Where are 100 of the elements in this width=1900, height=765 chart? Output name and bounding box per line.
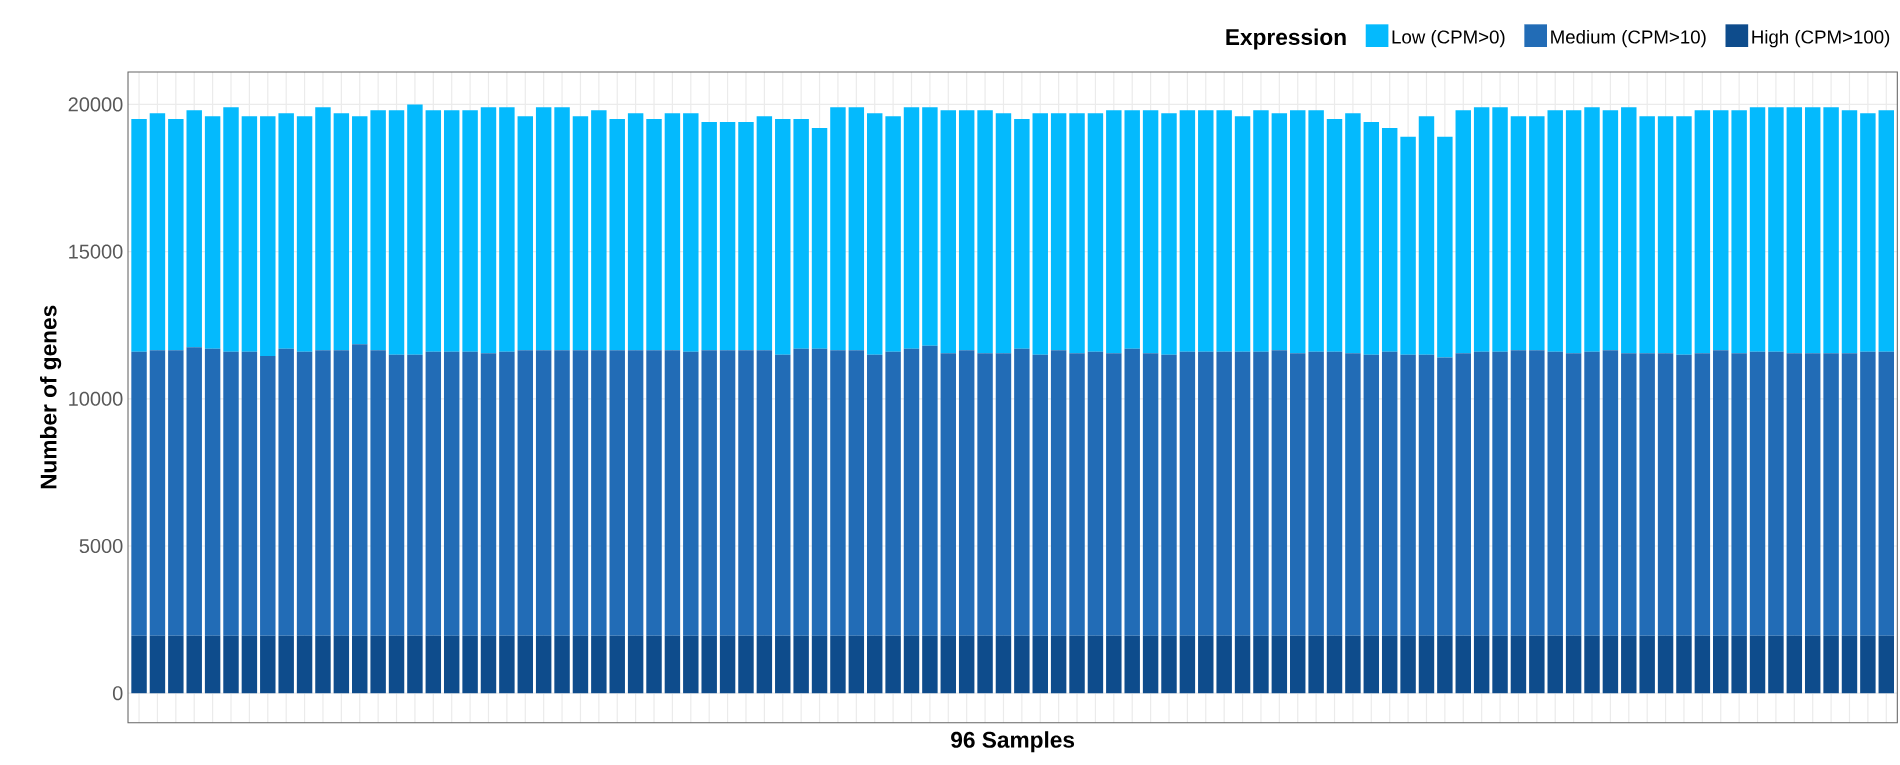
- bar: [885, 635, 901, 694]
- bar: [922, 345, 938, 636]
- bar: [1749, 635, 1766, 694]
- bar: [1713, 110, 1729, 351]
- bar: [1768, 107, 1784, 352]
- bar: [1731, 353, 1747, 636]
- bar: [370, 110, 386, 351]
- bar: [1786, 353, 1803, 636]
- bar: [811, 127, 828, 349]
- bar: [296, 351, 313, 636]
- bar: [407, 104, 423, 355]
- bar: [1069, 113, 1085, 354]
- bar: [223, 107, 239, 352]
- bar: [480, 635, 497, 694]
- bar: [1657, 635, 1674, 694]
- bar: [1860, 113, 1876, 352]
- bar: [131, 351, 147, 636]
- bar: [683, 635, 699, 694]
- bar: [1731, 635, 1747, 694]
- legend-title: Expression: [1226, 28, 1346, 50]
- bar: [756, 116, 773, 351]
- bar: [940, 635, 957, 694]
- bar: [1014, 348, 1030, 636]
- bar: [1565, 635, 1582, 694]
- bar: [149, 635, 166, 694]
- bar: [443, 351, 460, 636]
- bar: [1308, 635, 1324, 694]
- bar: [1676, 354, 1692, 636]
- bar: [370, 635, 386, 694]
- bar: [1437, 136, 1453, 358]
- bar: [995, 353, 1012, 636]
- bar: [1676, 116, 1692, 355]
- legend-label: High (CPM>100): [1752, 29, 1890, 48]
- bar: [1529, 635, 1545, 694]
- bar: [1087, 351, 1104, 636]
- bar: [1584, 107, 1600, 352]
- bar: [830, 635, 846, 694]
- bar: [1050, 635, 1067, 694]
- bar: [1345, 353, 1361, 636]
- legend-label: Medium (CPM>10): [1551, 29, 1706, 48]
- bar: [903, 635, 920, 694]
- bar: [1694, 110, 1711, 354]
- bar: [1290, 110, 1306, 354]
- bar: [1786, 107, 1803, 354]
- x-axis-title: 96 Samples: [951, 731, 1075, 753]
- bar: [241, 635, 258, 694]
- bar: [352, 344, 368, 636]
- bar: [223, 635, 239, 694]
- bar: [683, 113, 699, 352]
- bar: [1253, 635, 1269, 694]
- bar: [480, 107, 497, 354]
- bar: [1694, 635, 1711, 694]
- bar: [572, 116, 589, 351]
- bar: [1363, 121, 1380, 355]
- bar: [627, 113, 644, 351]
- bar: [664, 350, 681, 636]
- bar: [407, 354, 423, 636]
- bar: [278, 635, 294, 694]
- y-tick-label: 5000: [79, 538, 123, 553]
- bar: [517, 350, 533, 636]
- bar: [1381, 351, 1398, 636]
- bar: [1878, 351, 1894, 636]
- bar: [204, 116, 221, 349]
- bar: [296, 116, 313, 352]
- bar: [1547, 635, 1563, 694]
- bar: [1473, 351, 1490, 636]
- bar: [333, 113, 350, 351]
- bar: [1161, 354, 1177, 636]
- bar: [1234, 635, 1251, 694]
- bar: [388, 110, 405, 355]
- bar: [223, 351, 239, 636]
- bar: [1032, 635, 1048, 694]
- bar: [1363, 635, 1380, 694]
- bar: [1841, 635, 1858, 694]
- bar: [425, 351, 442, 636]
- bar: [1032, 354, 1048, 636]
- bar: [811, 635, 828, 694]
- bar: [352, 635, 368, 694]
- bar: [940, 353, 957, 636]
- bar: [499, 107, 515, 352]
- bar: [1326, 635, 1343, 694]
- bar: [1234, 116, 1251, 352]
- bar: [1345, 635, 1361, 694]
- bar: [462, 635, 478, 694]
- bar: [719, 350, 736, 636]
- bar: [443, 110, 460, 352]
- bar: [664, 113, 681, 351]
- bar: [1455, 353, 1471, 636]
- bar: [1455, 635, 1471, 694]
- bar: [1565, 353, 1582, 636]
- bar: [867, 354, 883, 636]
- bar: [1823, 635, 1839, 694]
- bar: [1749, 351, 1766, 636]
- bar: [352, 116, 368, 345]
- bar: [903, 107, 920, 349]
- bar: [388, 635, 405, 694]
- bar: [1492, 635, 1508, 694]
- bar: [1014, 635, 1030, 694]
- bar: [1400, 635, 1416, 694]
- bar: [1087, 635, 1104, 694]
